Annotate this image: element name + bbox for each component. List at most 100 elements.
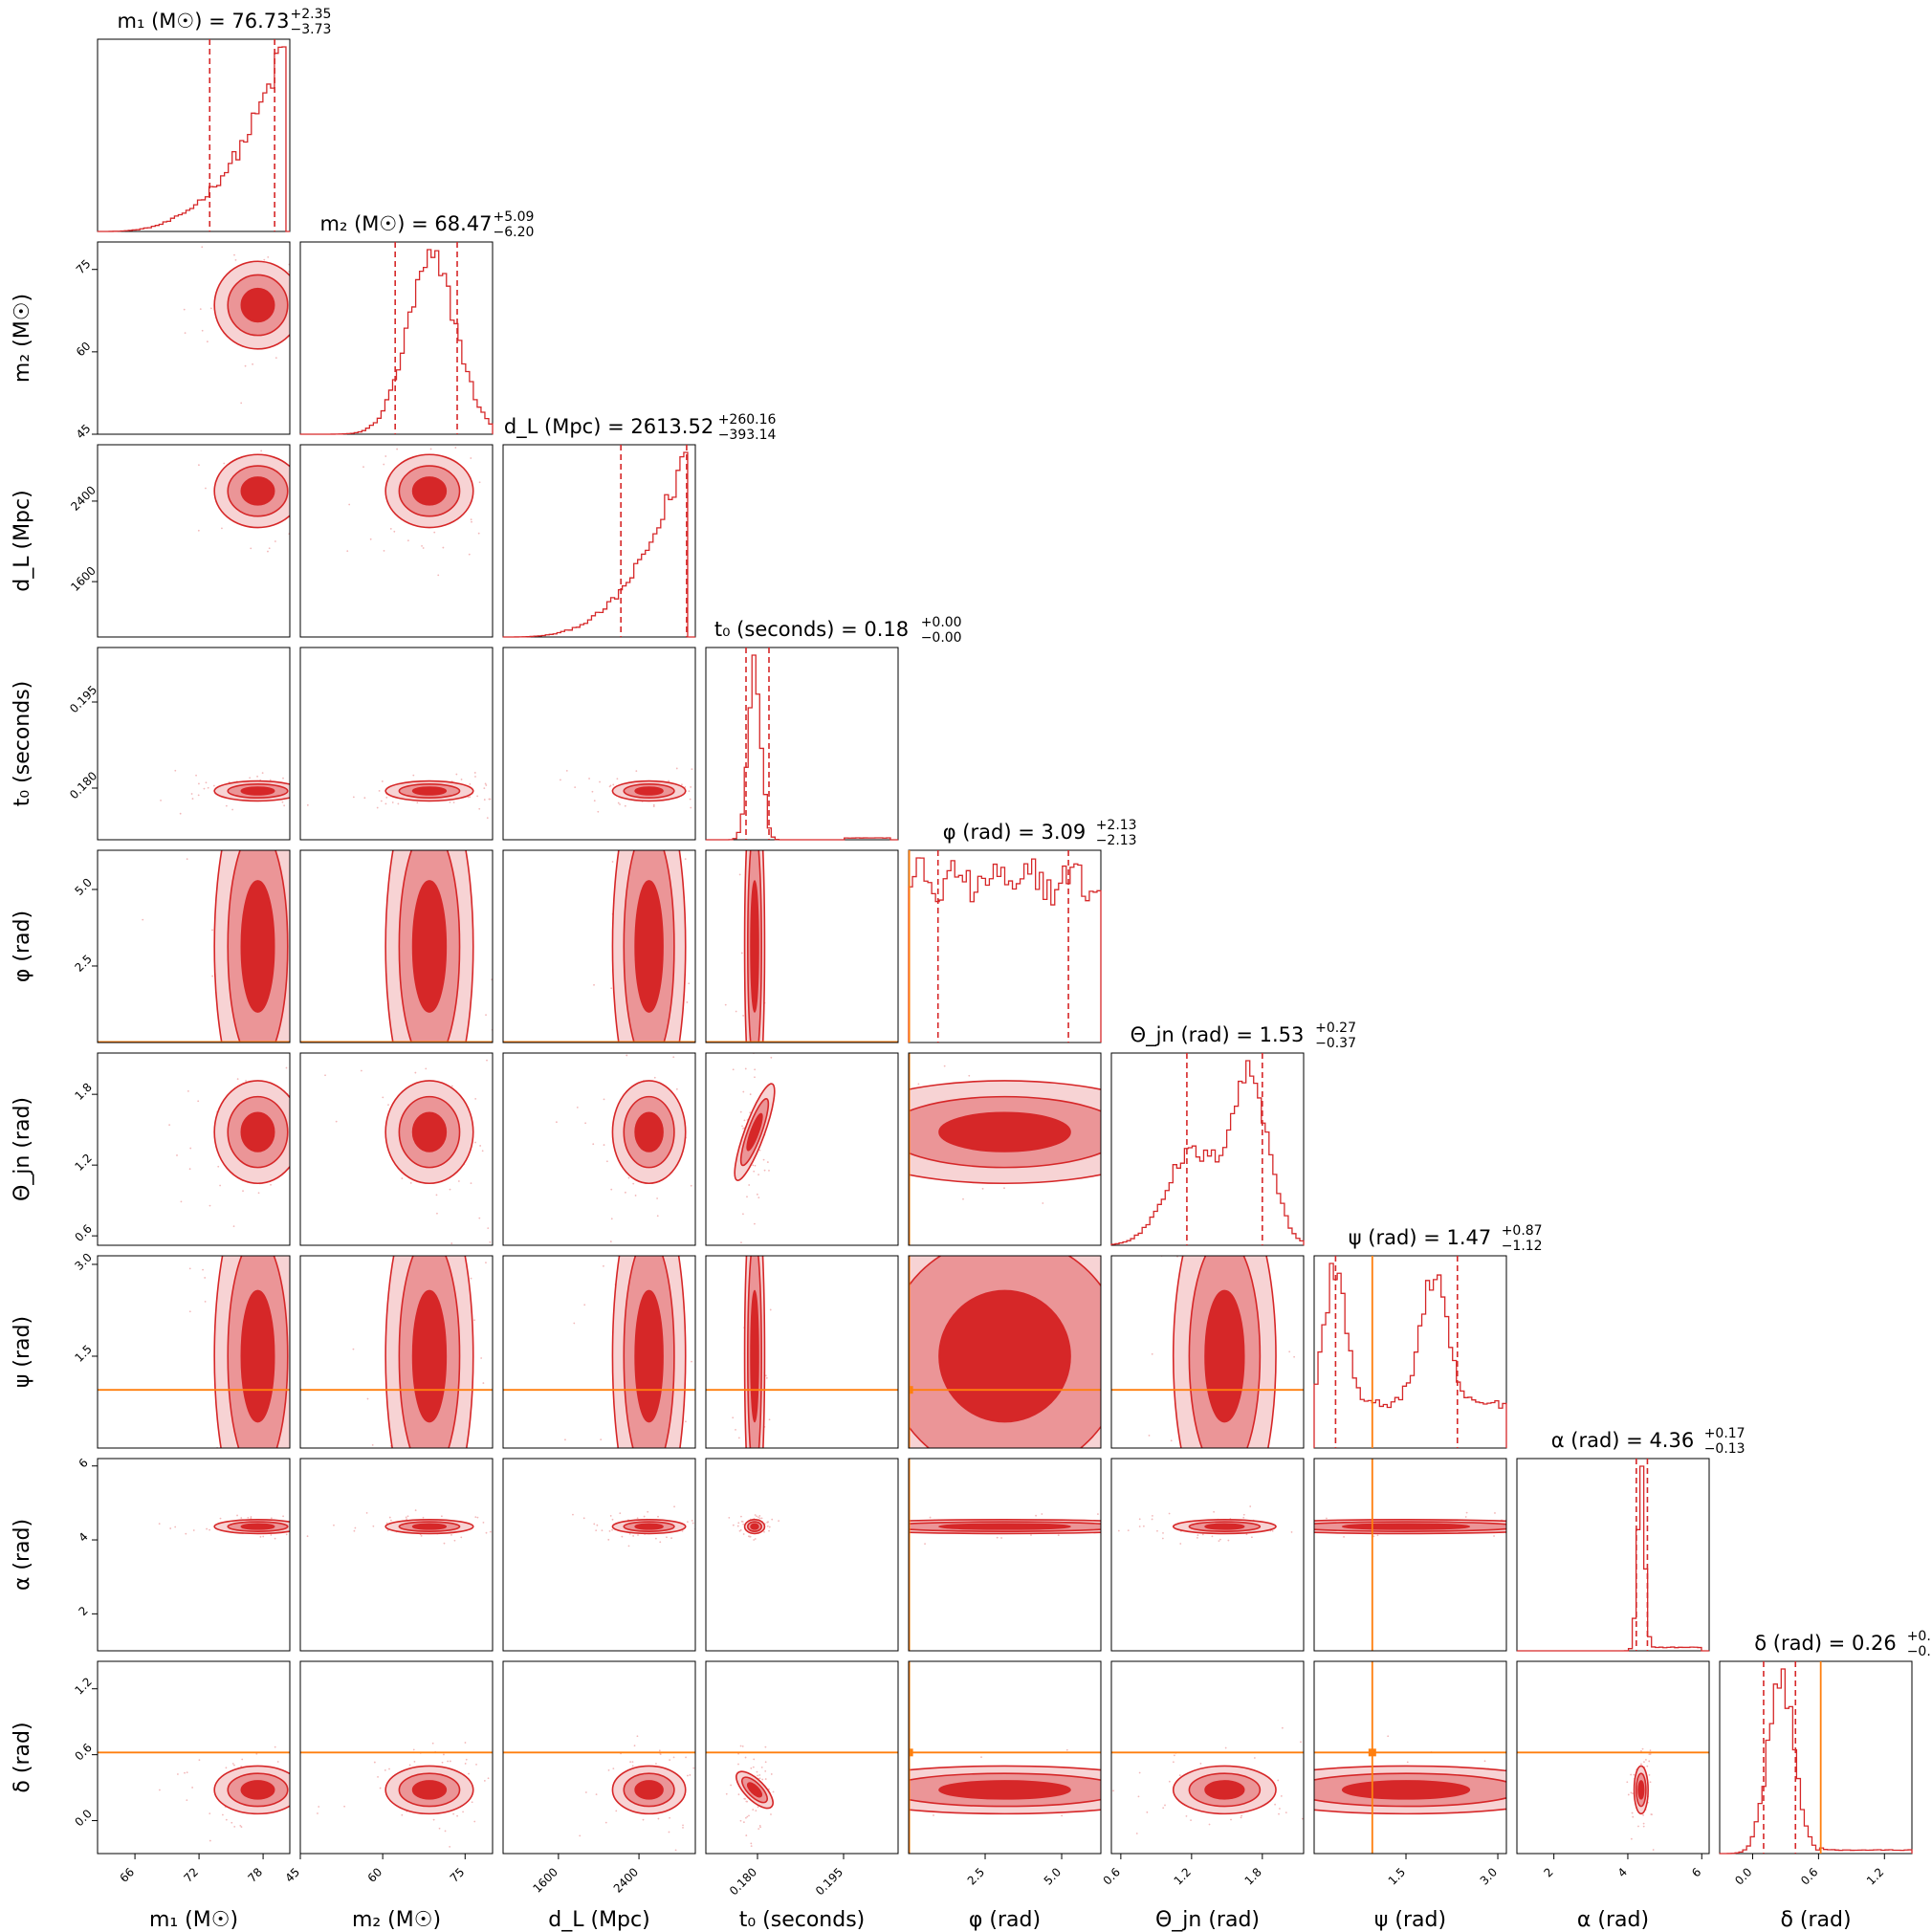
panel-phi-alpha <box>854 1458 1102 1652</box>
sample-point <box>421 545 423 547</box>
sample-point <box>1245 1533 1248 1536</box>
sample-point <box>195 774 197 777</box>
sample-point <box>507 1745 509 1746</box>
sample-point <box>261 772 264 775</box>
sample-point <box>1227 1539 1230 1542</box>
inner-contour <box>240 1111 275 1153</box>
panel-dL-alpha <box>502 1458 702 1652</box>
panel-frame <box>705 1660 899 1855</box>
histogram-step <box>300 249 494 435</box>
panel-frame <box>97 241 291 435</box>
sample-point <box>764 714 766 715</box>
sample-point <box>449 1760 451 1763</box>
sample-point <box>743 1683 745 1685</box>
sample-point <box>1204 1177 1206 1179</box>
sample-point <box>204 1300 207 1303</box>
sample-point <box>247 1517 250 1519</box>
sample-point <box>413 1760 416 1763</box>
sample-point <box>1190 1819 1192 1822</box>
sample-point <box>732 1068 735 1071</box>
panel-m1-theta <box>97 1052 318 1246</box>
panel-frame <box>1516 1458 1710 1652</box>
sample-point <box>450 1242 453 1244</box>
sample-point <box>764 1761 767 1764</box>
sample-point <box>429 448 432 450</box>
sample-point <box>577 1521 579 1523</box>
sample-point <box>1008 1514 1010 1516</box>
sample-point <box>769 1504 771 1505</box>
sample-point <box>217 1165 220 1168</box>
panel-content <box>1111 1726 1304 1834</box>
sample-point <box>449 427 450 428</box>
sample-point <box>854 1534 856 1536</box>
sample-point <box>1343 1536 1345 1538</box>
sample-point <box>892 1298 894 1300</box>
sample-point <box>593 1514 595 1516</box>
sample-point <box>740 952 743 955</box>
panel-theta-delta <box>1110 1660 1305 1855</box>
sample-point <box>600 1117 602 1119</box>
sample-point <box>787 1010 789 1012</box>
panel-content <box>909 1053 1206 1245</box>
sample-point <box>668 779 670 782</box>
sample-point <box>762 1077 764 1079</box>
sample-point <box>384 802 387 805</box>
sample-point <box>391 801 394 803</box>
x-tick-label: 2 <box>1541 1865 1555 1879</box>
sample-point <box>481 1150 484 1153</box>
sample-point <box>435 690 437 692</box>
panel-frame <box>1110 1255 1305 1449</box>
sample-point <box>601 1529 604 1532</box>
sample-point <box>314 1779 316 1781</box>
sample-point <box>762 1232 764 1234</box>
sample-point <box>489 1530 492 1533</box>
sample-point <box>296 801 298 803</box>
sample-point <box>593 800 596 802</box>
sample-point <box>460 1536 463 1539</box>
sample-point <box>458 1562 460 1564</box>
sample-point <box>758 1517 761 1520</box>
sample-point <box>389 1519 392 1522</box>
sample-point <box>836 1271 838 1273</box>
sample-point <box>339 800 340 801</box>
panel-m2-dL <box>299 418 494 638</box>
sample-point <box>470 418 472 420</box>
sample-point <box>276 1761 279 1763</box>
panel-frame <box>502 444 696 638</box>
sample-point <box>242 1195 244 1197</box>
sample-point <box>180 1200 183 1203</box>
sample-point <box>1130 1788 1131 1789</box>
sample-point <box>1224 1746 1227 1749</box>
sample-point <box>980 1756 982 1759</box>
title-plus: +5.09 <box>494 209 535 225</box>
sample-point <box>626 1054 628 1057</box>
sample-point <box>1195 1241 1197 1243</box>
sample-point <box>189 1147 192 1150</box>
sample-point <box>316 1103 318 1105</box>
sample-point <box>496 1096 498 1098</box>
inner-contour <box>411 1111 448 1153</box>
panel-frame <box>1110 1052 1305 1246</box>
y-tick-label: 3.0 <box>72 1250 94 1272</box>
sample-point <box>1253 1469 1255 1471</box>
sample-point <box>259 1535 262 1538</box>
sample-point <box>388 1767 390 1770</box>
sample-point <box>475 1236 477 1238</box>
sample-point <box>1127 1529 1130 1532</box>
sample-point <box>768 1170 770 1172</box>
y-tick-label: 1.2 <box>72 1675 94 1697</box>
sample-point <box>324 1792 326 1794</box>
sample-point <box>472 428 473 429</box>
sample-point <box>1633 1773 1636 1776</box>
panel-frame <box>908 1052 1102 1246</box>
sample-point <box>224 1240 226 1241</box>
y-tick-label: 4 <box>77 1530 91 1545</box>
panel-content <box>306 772 492 820</box>
panel-frame <box>705 849 899 1043</box>
sample-point <box>1235 1534 1237 1536</box>
sample-point <box>700 1535 702 1537</box>
sample-point <box>675 767 678 770</box>
sample-point <box>199 308 202 311</box>
sample-point <box>697 1521 699 1523</box>
sample-point <box>643 1592 645 1594</box>
